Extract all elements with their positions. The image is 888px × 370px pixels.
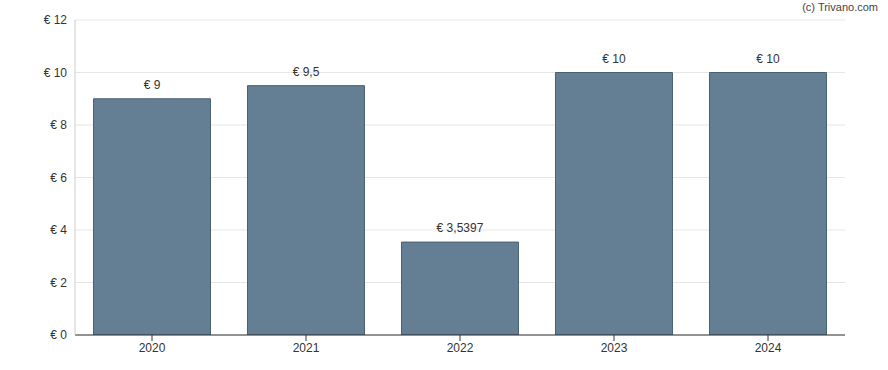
svg-text:2021: 2021 [293,341,320,355]
svg-text:2020: 2020 [139,341,166,355]
svg-text:€ 2: € 2 [50,276,67,290]
svg-text:2024: 2024 [755,341,782,355]
html-text:(c) Trivano.com: (c) Trivano.com [802,1,878,13]
svg-text:€ 10: € 10 [602,52,626,66]
svg-text:€ 10: € 10 [44,66,68,80]
svg-text:€ 8: € 8 [50,118,67,132]
svg-text:€ 0: € 0 [50,328,67,342]
svg-text:2023: 2023 [601,341,628,355]
svg-text:€ 3,5397: € 3,5397 [437,221,484,235]
svg-text:€ 4: € 4 [50,223,67,237]
svg-text:€ 12: € 12 [44,13,68,27]
svg-text:€ 10: € 10 [756,52,780,66]
svg-text:€ 6: € 6 [50,171,67,185]
svg-text:€ 9,5: € 9,5 [293,65,320,79]
svg-text:€ 9: € 9 [144,78,161,92]
svg-text:2022: 2022 [447,341,474,355]
